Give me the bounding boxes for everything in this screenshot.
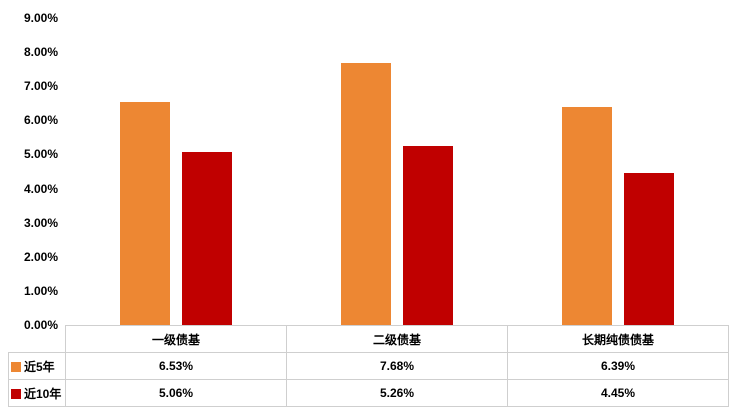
legend-cell-10y: 近10年 bbox=[8, 379, 66, 407]
y-tick-label: 1.00% bbox=[23, 283, 58, 298]
bar-5y-cat3 bbox=[561, 107, 612, 325]
legend-cell-5y: 近5年 bbox=[8, 352, 66, 380]
legend-swatch-10y-icon bbox=[11, 388, 21, 399]
y-tick-label: 9.00% bbox=[23, 11, 58, 25]
y-tick-label: 7.00% bbox=[23, 79, 58, 94]
y-tick-label: 2.00% bbox=[23, 249, 58, 264]
value-cell: 6.39% bbox=[507, 352, 729, 380]
y-tick-label: 4.00% bbox=[23, 181, 58, 196]
data-table: 一级债基 二级债基 长期纯债债基 近5年 6.53% 7.68% 6.39% 近… bbox=[8, 325, 729, 407]
y-tick-label: 6.00% bbox=[23, 113, 58, 128]
value-cell: 7.68% bbox=[286, 352, 508, 380]
value-cell: 6.53% bbox=[65, 352, 287, 380]
y-tick-label: 3.00% bbox=[23, 215, 58, 230]
legend-label-10y: 近10年 bbox=[24, 386, 62, 401]
value-cell: 5.26% bbox=[286, 379, 508, 407]
bar-10y-cat2 bbox=[402, 145, 453, 325]
table-row-10y: 近10年 5.06% 5.26% 4.45% bbox=[8, 379, 729, 407]
plot-area bbox=[65, 18, 728, 325]
bar-10y-cat1 bbox=[181, 152, 232, 325]
y-tick-label: 5.00% bbox=[23, 147, 58, 162]
table-corner-cell bbox=[8, 325, 66, 353]
y-tick-label: 8.00% bbox=[23, 45, 58, 60]
bar-5y-cat1 bbox=[119, 102, 170, 325]
category-header: 长期纯债债基 bbox=[507, 325, 729, 353]
y-axis: 9.00% 8.00% 7.00% 6.00% 5.00% 4.00% 3.00… bbox=[4, 11, 58, 332]
category-header: 二级债基 bbox=[286, 325, 508, 353]
table-row-5y: 近5年 6.53% 7.68% 6.39% bbox=[8, 352, 729, 380]
legend-swatch-5y-icon bbox=[11, 361, 21, 372]
bar-group-cat3 bbox=[507, 18, 728, 325]
value-cell: 4.45% bbox=[507, 379, 729, 407]
category-header-row: 一级债基 二级债基 长期纯债债基 bbox=[8, 325, 729, 353]
bar-10y-cat3 bbox=[623, 173, 674, 325]
value-cell: 5.06% bbox=[65, 379, 287, 407]
legend-label-5y: 近5年 bbox=[24, 359, 55, 374]
bar-group-cat2 bbox=[286, 18, 507, 325]
bar-group-cat1 bbox=[65, 18, 286, 325]
category-header: 一级债基 bbox=[65, 325, 287, 353]
bar-5y-cat2 bbox=[340, 63, 391, 325]
